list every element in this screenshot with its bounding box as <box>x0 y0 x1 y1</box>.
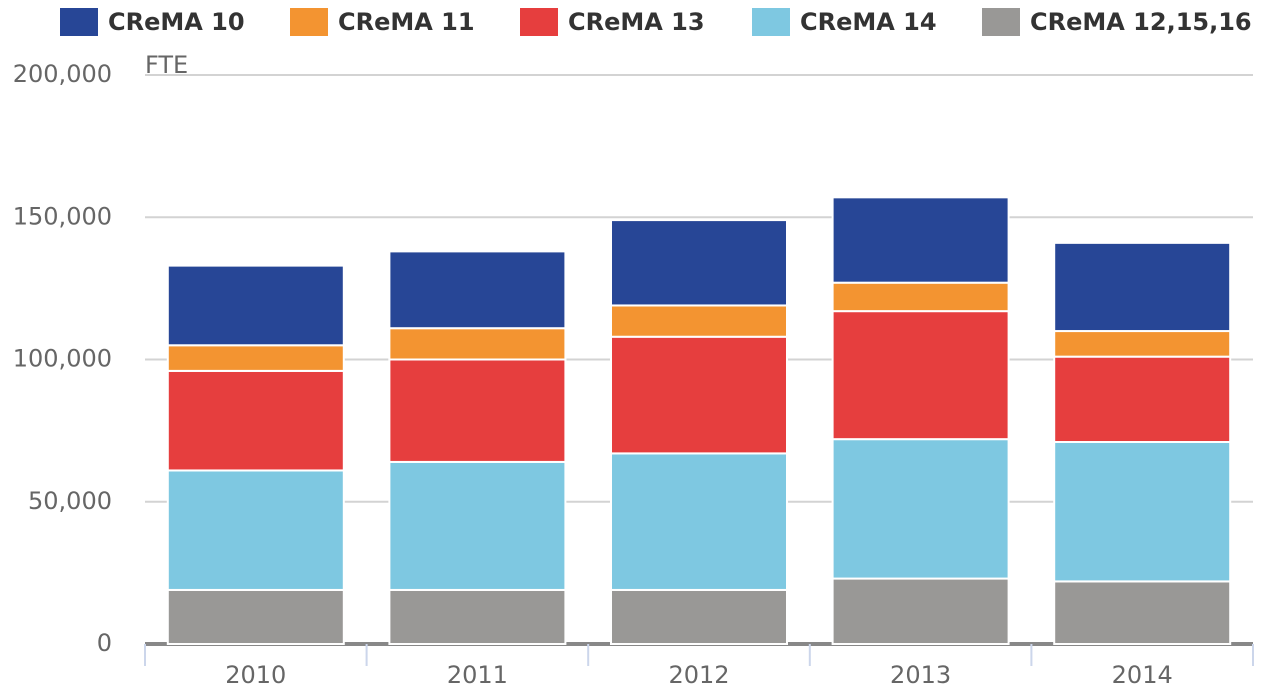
bar-segment <box>388 460 567 591</box>
x-tick-label: 2011 <box>447 661 508 689</box>
bar-segment <box>831 281 1010 313</box>
bar-segment <box>1053 441 1232 583</box>
x-tick-label: 2013 <box>890 661 951 689</box>
legend-label: CReMA 10 <box>108 8 245 36</box>
bar-segment <box>388 327 567 361</box>
y-tick-label: 50,000 <box>28 487 112 515</box>
bar-segment <box>831 196 1010 284</box>
bar-segment <box>388 250 567 330</box>
legend-swatch <box>982 8 1020 36</box>
x-tick-label: 2014 <box>1112 661 1173 689</box>
y-tick-label: 100,000 <box>13 345 112 373</box>
bar-segment <box>166 469 345 591</box>
legend-swatch <box>752 8 790 36</box>
bar-segment <box>388 358 567 463</box>
legend-label: CReMA 14 <box>800 8 937 36</box>
legend-swatch <box>60 8 98 36</box>
bar-segment <box>610 304 788 338</box>
bar-segment <box>831 438 1010 580</box>
bar-segment <box>610 219 788 307</box>
bar-segment <box>831 310 1010 441</box>
y-tick-label: 0 <box>97 629 112 657</box>
bar-segment <box>166 588 345 646</box>
legend-label: CReMA 11 <box>338 8 475 36</box>
bar-segment <box>166 344 345 372</box>
bar-segment <box>1053 355 1232 444</box>
bar-segment <box>831 577 1010 645</box>
bar-segment <box>166 369 345 472</box>
legend-label: CReMA 12,15,16 <box>1030 8 1252 36</box>
bar-segment <box>610 335 788 455</box>
legend-swatch <box>520 8 558 36</box>
bar-segment <box>1053 241 1232 333</box>
bar-segment <box>610 588 788 646</box>
legend-swatch <box>290 8 328 36</box>
bar-segment <box>1053 580 1232 645</box>
y-tick-label: 150,000 <box>13 202 112 230</box>
bar-segment <box>1053 330 1232 358</box>
y-tick-label: 200,000 <box>13 60 112 88</box>
bar-segment <box>388 588 567 646</box>
x-tick-label: 2012 <box>668 661 729 689</box>
legend-label: CReMA 13 <box>568 8 705 36</box>
bar-segment <box>166 264 345 347</box>
bar-segment <box>610 452 788 591</box>
x-tick-label: 2010 <box>225 661 286 689</box>
